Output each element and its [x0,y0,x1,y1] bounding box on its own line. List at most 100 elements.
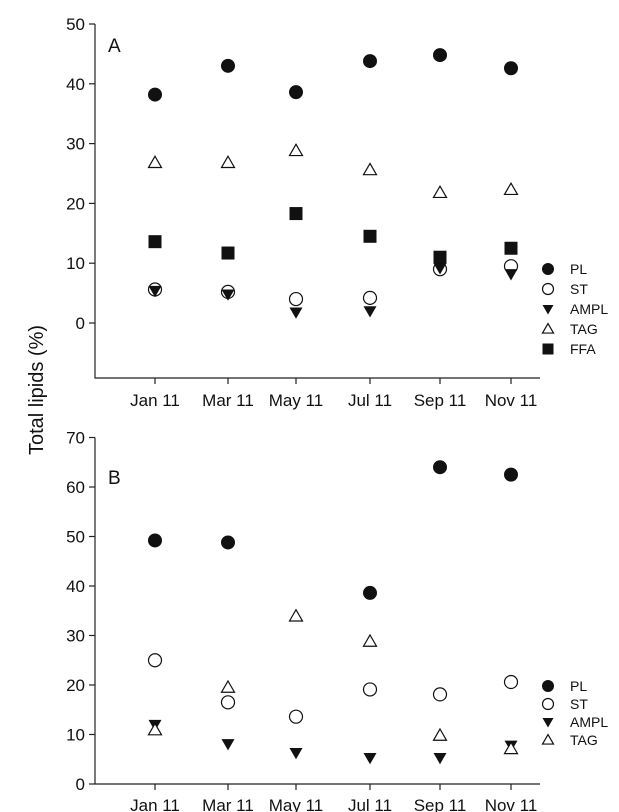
point-ampl [363,306,377,318]
legend: PL ST AMPL TAG [541,678,608,748]
legend-marker-pl [542,680,554,692]
x-tick-label: Mar 11 [202,796,254,812]
legend-label: AMPL [570,714,608,730]
legend-marker-st [541,697,555,711]
y-tick-label: 30 [66,627,85,646]
point-ampl [289,307,303,319]
y-tick-label: 10 [66,254,85,273]
y-tick-label: 40 [66,577,85,596]
y-tick-label: 50 [66,15,85,34]
point-pl [148,87,162,102]
point-pl [433,460,447,475]
x-tick-label: Sep 11 [414,796,467,812]
legend-label: ST [570,281,588,297]
point-tag [288,608,304,622]
point-st [362,682,378,697]
point-ampl [433,752,447,765]
y-tick-label: 20 [66,194,85,213]
legend-marker-tag [541,733,555,745]
legend-marker-ampl [542,717,554,728]
y-tick-label: 50 [66,528,85,547]
legend-label: AMPL [570,301,608,317]
legend-label: PL [570,261,587,277]
point-pl [148,533,162,548]
point-pl [221,535,235,550]
x-tick-label: Jul 11 [348,391,392,410]
point-st [503,674,519,690]
legend-label: PL [570,678,587,694]
point-pl [289,85,303,100]
legend-marker-ffa [542,343,554,355]
point-st [147,653,163,668]
y-tick-label: 10 [66,726,85,745]
point-tag [432,184,448,199]
point-st [432,687,448,702]
point-st [220,695,236,710]
panel-label: B [108,468,121,489]
point-tag [220,679,236,693]
y-tick-label: 30 [66,135,85,154]
point-st [288,709,304,724]
x-tick-label: Nov 11 [485,391,538,410]
x-tick-label: Jan 11 [130,796,180,812]
axes [94,24,540,379]
point-ampl [433,263,447,275]
x-tick-label: May 11 [269,391,324,410]
x-tick-label: Jan 11 [130,391,180,410]
point-ampl [148,285,162,298]
legend-marker-st [541,282,555,296]
legend-label: TAG [570,321,598,337]
x-tick-label: Nov 11 [485,796,538,812]
legend-label: ST [570,696,588,712]
y-axis-label: Total lipids (%) [26,325,48,455]
point-tag [362,633,378,647]
point-pl [504,467,518,482]
panel-a: A 0 10 20 30 40 50 Jan 11 Mar 11 May 11 Jul 11 Sep … [66,15,608,410]
point-pl [363,585,377,600]
point-tag [503,741,519,755]
legend-marker-ampl [542,304,554,315]
x-tick-label: Mar 11 [202,391,254,410]
point-tag [362,162,378,176]
y-tick-label: 60 [66,478,85,497]
point-ampl [363,752,377,765]
y-tick-label: 20 [66,676,85,695]
point-tag [503,181,519,196]
y-tick-label: 40 [66,75,85,94]
point-tag [432,727,448,741]
point-ampl [289,748,303,760]
point-ffa [363,229,377,243]
point-pl [363,54,377,69]
point-pl [504,61,518,76]
point-st [288,291,304,307]
point-ffa [148,235,162,249]
point-tag [147,722,163,736]
point-ffa [504,241,518,255]
x-tick-label: Jul 11 [348,796,392,812]
point-pl [221,58,235,73]
point-st [362,290,378,305]
panel-b: B 0 10 20 30 40 50 60 70 Jan 11 Mar 11 May 11 Jul 11… [66,429,608,812]
point-tag [220,155,236,169]
point-tag [288,143,304,157]
point-ffa [289,207,303,221]
point-tag [147,155,163,169]
point-ffa [221,246,235,260]
point-ampl [221,739,235,751]
legend-marker-tag [541,322,555,334]
point-ampl [221,289,235,301]
y-tick-label: 0 [76,775,85,794]
x-tick-label: Sep 11 [414,391,467,410]
x-tick-label: May 11 [269,796,324,812]
legend-label: FFA [570,341,596,357]
y-tick-label: 0 [76,314,85,333]
legend-marker-pl [542,263,554,275]
legend: PL ST AMPL TAG FFA [541,261,608,357]
point-pl [433,48,447,63]
legend-label: TAG [570,732,598,748]
y-tick-label: 70 [66,429,85,448]
panel-label: A [108,36,121,57]
point-ampl [504,269,518,281]
point-ffa [433,250,447,264]
